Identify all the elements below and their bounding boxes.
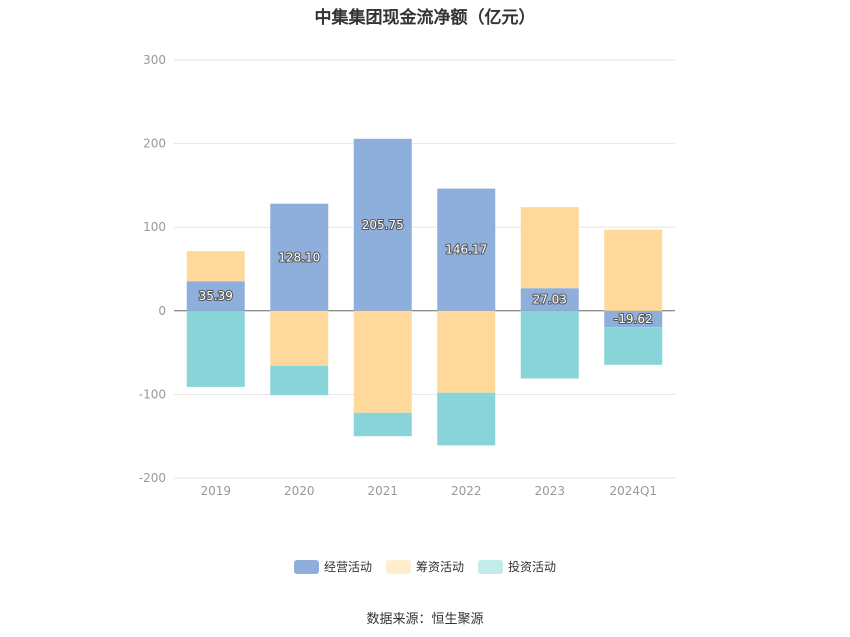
legend-label-financing: 筹资活动	[415, 560, 464, 574]
bar-1-2022	[437, 310, 496, 393]
bar-1-2019	[186, 251, 245, 282]
x-tick-label-2024Q1: 2024Q1	[609, 484, 657, 498]
x-tick-label-2019: 2019	[200, 484, 231, 498]
legend-item-financing[interactable]: 筹资活动	[385, 558, 464, 575]
chart-title: 中集集团现金流净额（亿元）	[314, 8, 536, 28]
bar-2-2022	[437, 392, 496, 446]
legend-label-operating: 经营活动	[323, 560, 372, 574]
bar-2-2024Q1	[604, 327, 663, 365]
bar-2-2019	[186, 310, 245, 387]
bar-2-2023	[520, 310, 579, 379]
x-tick-label-2023: 2023	[534, 484, 565, 498]
bar-0-2019	[186, 281, 245, 311]
data-label-2020: 128.10	[278, 250, 320, 264]
y-tick-label-0: 300	[143, 53, 166, 67]
legend-swatch-investing	[478, 559, 503, 574]
x-tick-label-2021: 2021	[367, 484, 398, 498]
legend-swatch-operating	[293, 559, 319, 574]
y-tick-label-4: -100	[139, 387, 166, 401]
data-label-2023: 27.03	[533, 293, 567, 307]
y-tick-label-3: 0	[158, 304, 166, 318]
bar-1-2021	[353, 310, 412, 413]
legend-item-operating[interactable]: 经营活动	[293, 558, 372, 575]
bar-2-2020	[270, 365, 329, 396]
data-label-2019: 35.39	[199, 289, 233, 303]
legend-swatch-financing	[385, 559, 411, 574]
bar-0-2024Q1	[604, 310, 663, 328]
legend-item-investing[interactable]: 投资活动	[478, 558, 556, 575]
bar-0-2022	[437, 188, 496, 311]
legend: 经营活动 筹资活动 投资活动	[0, 558, 850, 575]
y-tick-label-1: 200	[143, 137, 166, 151]
bar-1-2023	[520, 207, 579, 289]
source-note: 数据来源：恒生聚源	[366, 612, 484, 627]
x-tick-label-2022: 2022	[451, 484, 482, 498]
bar-2-2021	[353, 412, 412, 437]
x-tick-label-2020: 2020	[284, 484, 315, 498]
y-tick-label-2: 100	[143, 220, 166, 234]
data-label-2024Q1: -19.62	[614, 312, 653, 326]
bar-1-2024Q1	[604, 229, 663, 311]
data-label-2021: 205.75	[362, 218, 404, 232]
data-label-2022: 146.17	[445, 243, 487, 257]
y-tick-label-5: -200	[139, 471, 166, 485]
bar-0-2021	[353, 138, 412, 311]
bar-0-2020	[270, 203, 329, 311]
bar-0-2023	[520, 288, 579, 311]
legend-label-investing: 投资活动	[508, 560, 557, 574]
bar-1-2020	[270, 310, 329, 366]
